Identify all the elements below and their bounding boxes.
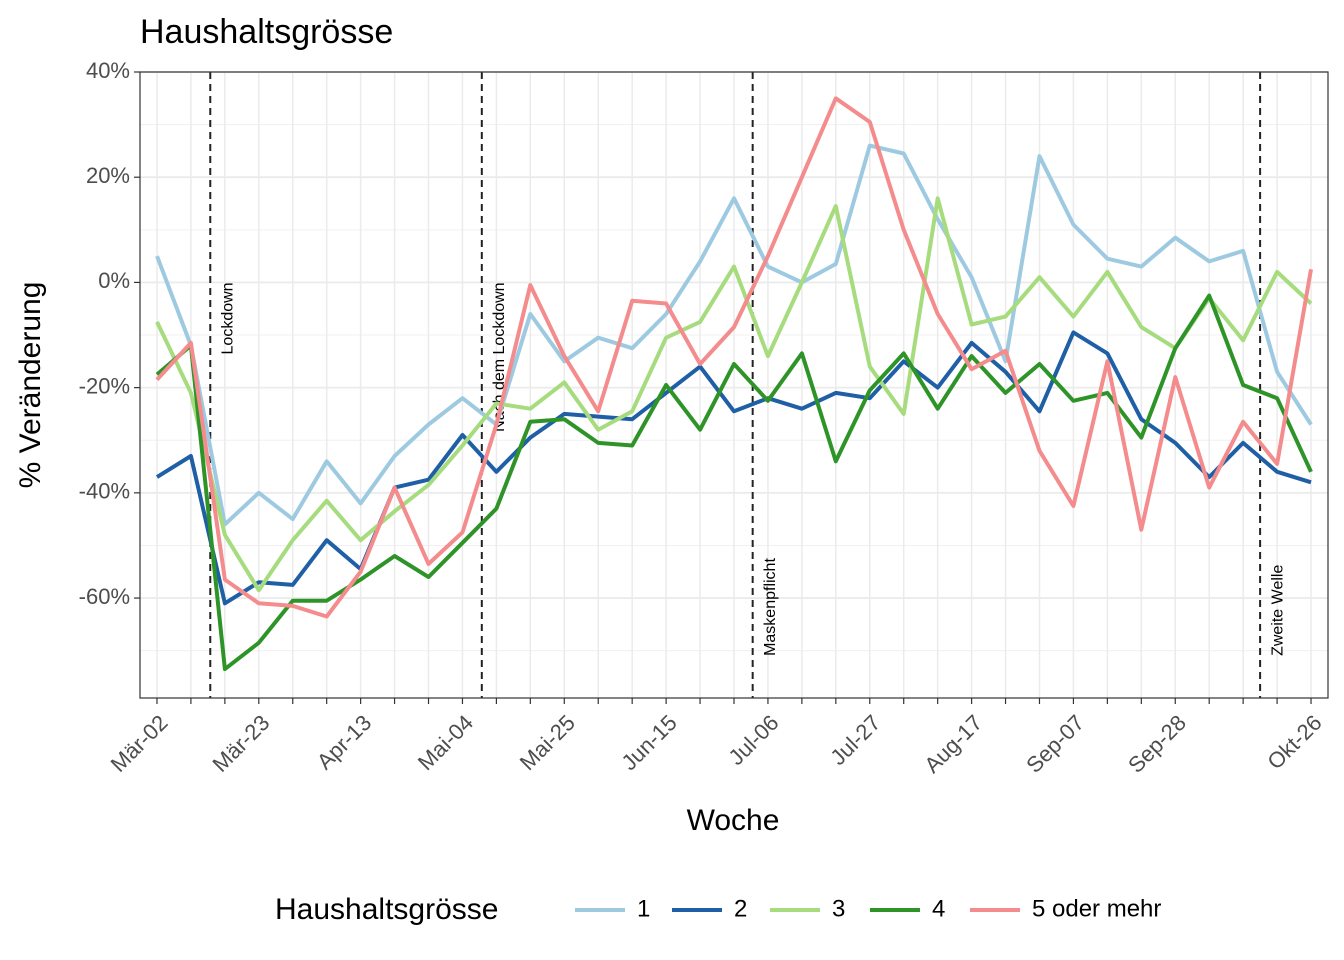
x-tick-label: Jun-15 <box>617 710 682 775</box>
x-tick-label: Mär-23 <box>207 710 274 777</box>
x-tick-label: Apr-13 <box>312 710 376 774</box>
x-tick-label: Jul-06 <box>724 710 784 770</box>
event-label: Maskenpflicht <box>762 558 779 656</box>
y-tick-label: -60% <box>79 584 130 609</box>
legend-label: 3 <box>832 895 845 922</box>
legend-label: 1 <box>637 895 650 922</box>
x-tick-label: Sep-07 <box>1021 710 1089 778</box>
x-tick-label: Mai-04 <box>413 710 478 775</box>
y-tick-label: -20% <box>79 373 130 398</box>
x-axis-title: Woche <box>687 804 780 837</box>
event-label: Lockdown <box>219 282 236 354</box>
x-tick-label: Aug-17 <box>919 710 987 778</box>
line-series <box>155 330 1312 606</box>
line-series <box>155 143 1313 527</box>
event-label: Zweite Welle <box>1269 565 1286 656</box>
y-tick-label: 40% <box>86 58 130 83</box>
line-series <box>155 196 1313 593</box>
chart-title: Haushaltsgrösse <box>140 13 393 51</box>
y-tick-label: 20% <box>86 163 130 188</box>
legend-label: 5 oder mehr <box>1032 895 1161 922</box>
legend-label: 2 <box>734 895 747 922</box>
y-axis-title: % Veränderung <box>14 282 47 489</box>
y-tick-label: -40% <box>79 479 130 504</box>
line-series <box>155 96 1313 619</box>
x-tick-label: Mai-25 <box>515 710 580 775</box>
y-tick-label: 0% <box>98 268 130 293</box>
panel-border <box>139 71 1329 699</box>
x-tick-label: Sep-28 <box>1123 710 1191 778</box>
legend-title: Haushaltsgrösse <box>275 893 498 926</box>
x-tick-label: Mär-02 <box>106 710 173 777</box>
x-tick-label: Okt-26 <box>1262 710 1326 774</box>
x-tick-label: Jul-27 <box>825 710 885 770</box>
legend-label: 4 <box>932 895 945 922</box>
